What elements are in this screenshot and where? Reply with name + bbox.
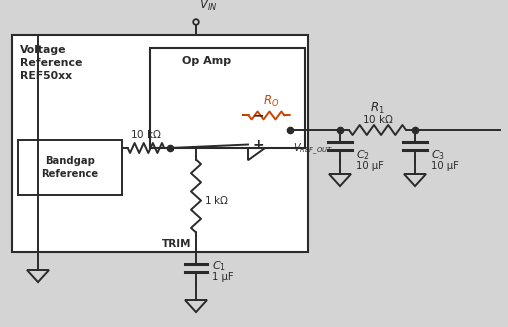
Text: $C_2$: $C_2$ (356, 148, 370, 162)
Bar (12, 35, 308, 252)
Text: −: − (253, 109, 265, 123)
Text: Voltage
Reference
REF50xx: Voltage Reference REF50xx (20, 45, 82, 81)
Text: +: + (253, 138, 265, 151)
Text: $C_3$: $C_3$ (431, 148, 445, 162)
Text: Bandgap
Reference: Bandgap Reference (42, 156, 99, 179)
Text: 10 k$\Omega$: 10 k$\Omega$ (130, 128, 162, 140)
Text: $R_1$: $R_1$ (370, 100, 385, 115)
Text: 1 µF: 1 µF (212, 272, 234, 282)
Bar (150, 48, 305, 148)
Text: $C_1$: $C_1$ (212, 259, 226, 273)
Text: TRIM: TRIM (162, 239, 191, 249)
Text: 10 µF: 10 µF (431, 161, 459, 171)
Text: 10 k$\Omega$: 10 k$\Omega$ (362, 113, 394, 125)
Text: 10 µF: 10 µF (356, 161, 384, 171)
Text: Op Amp: Op Amp (182, 56, 231, 66)
Text: $V_{REF\_OUT}$: $V_{REF\_OUT}$ (293, 142, 333, 157)
Text: 1 k$\Omega$: 1 k$\Omega$ (204, 194, 229, 206)
Bar (18, 140, 122, 195)
Text: $V_{IN}$: $V_{IN}$ (199, 0, 217, 13)
Text: $R_O$: $R_O$ (263, 94, 279, 109)
